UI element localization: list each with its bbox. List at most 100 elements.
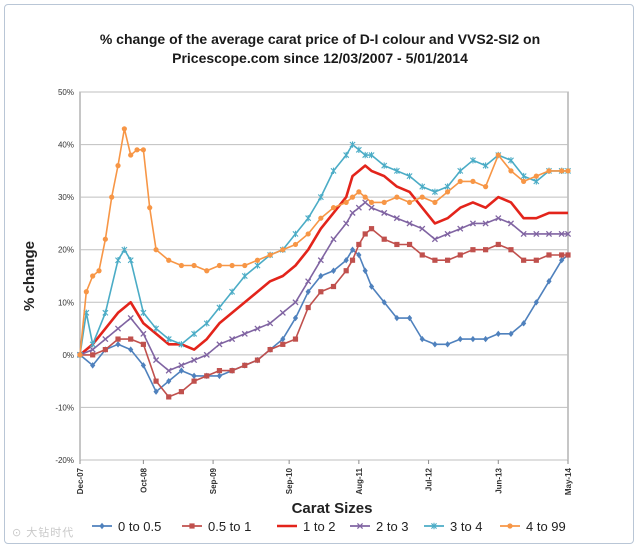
data-point bbox=[153, 388, 159, 395]
data-point bbox=[546, 168, 552, 174]
data-point bbox=[362, 194, 368, 200]
data-point bbox=[140, 309, 147, 316]
data-point bbox=[89, 341, 96, 348]
data-point bbox=[330, 205, 337, 211]
legend: 0 to 0.5 0.5 to 1 1 to 2 2 to 3 3 to 4 4 to 9… bbox=[92, 519, 566, 534]
data-point bbox=[241, 330, 248, 337]
data-point bbox=[178, 362, 185, 369]
data-point bbox=[140, 341, 146, 347]
data-point bbox=[368, 226, 375, 232]
data-point bbox=[495, 215, 502, 222]
data-point bbox=[444, 257, 451, 263]
data-point bbox=[355, 146, 362, 154]
data-point bbox=[381, 299, 387, 306]
data-point bbox=[90, 362, 96, 369]
data-point bbox=[242, 362, 248, 368]
data-point bbox=[267, 347, 273, 353]
data-point bbox=[444, 230, 451, 238]
chart-subtitle: Pricescope.com since 12/03/2007 - 5/01/2… bbox=[172, 50, 468, 66]
data-point bbox=[292, 314, 299, 322]
data-point bbox=[254, 262, 261, 269]
data-point bbox=[521, 178, 527, 184]
data-point bbox=[343, 151, 350, 159]
data-point bbox=[178, 341, 185, 348]
data-point bbox=[318, 215, 324, 221]
data-point bbox=[191, 357, 198, 364]
data-point bbox=[508, 247, 514, 253]
data-point bbox=[267, 252, 273, 258]
data-point bbox=[115, 163, 121, 169]
data-point bbox=[140, 147, 146, 153]
data-point bbox=[349, 257, 356, 263]
watermark-text: ⊙ 大钻时代 bbox=[12, 527, 75, 539]
data-point bbox=[349, 209, 356, 216]
data-point bbox=[349, 246, 356, 253]
data-point bbox=[178, 367, 185, 374]
data-point bbox=[305, 278, 312, 285]
data-point bbox=[381, 162, 388, 169]
data-point bbox=[267, 320, 274, 327]
data-point bbox=[102, 347, 108, 353]
x-tick-label: Jul-12 bbox=[425, 467, 434, 491]
data-point bbox=[356, 189, 362, 195]
data-point bbox=[152, 357, 160, 364]
data-point bbox=[305, 214, 312, 222]
data-point bbox=[330, 283, 337, 290]
data-point bbox=[330, 267, 337, 274]
data-point bbox=[317, 193, 324, 201]
data-point bbox=[393, 167, 400, 175]
data-point bbox=[153, 378, 159, 384]
data-point bbox=[115, 336, 121, 342]
data-point bbox=[431, 236, 438, 243]
data-point bbox=[558, 230, 565, 238]
legend-item: 0 to 0.5 bbox=[92, 519, 161, 534]
legend-swatch-marker bbox=[431, 522, 437, 530]
data-point bbox=[356, 241, 362, 248]
data-point bbox=[242, 262, 248, 269]
data-point bbox=[406, 220, 413, 227]
chart-frame bbox=[4, 4, 634, 544]
data-point bbox=[508, 168, 514, 174]
data-point bbox=[127, 257, 134, 264]
data-point bbox=[115, 341, 121, 348]
data-point bbox=[406, 199, 413, 205]
x-tick-label: Jun-13 bbox=[494, 467, 503, 493]
data-point bbox=[483, 247, 489, 253]
data-point bbox=[280, 335, 286, 343]
data-point bbox=[165, 367, 172, 374]
data-point bbox=[343, 257, 349, 264]
x-tick-label: Sep-09 bbox=[209, 467, 218, 494]
legend-item: 0.5 to 1 bbox=[182, 519, 251, 534]
data-point bbox=[457, 335, 463, 343]
data-point bbox=[102, 236, 108, 242]
data-point bbox=[229, 368, 235, 374]
legend-swatch-marker bbox=[356, 522, 364, 530]
data-point bbox=[305, 288, 311, 295]
data-point bbox=[457, 225, 464, 232]
data-point bbox=[381, 199, 387, 205]
data-point bbox=[444, 189, 451, 195]
x-tick-label: May-14 bbox=[564, 467, 573, 495]
data-point bbox=[520, 172, 527, 180]
series-lines bbox=[76, 126, 572, 400]
data-point bbox=[565, 252, 571, 258]
data-point bbox=[349, 194, 356, 200]
data-point bbox=[343, 199, 349, 205]
data-point bbox=[432, 257, 438, 263]
data-point bbox=[483, 335, 489, 343]
data-point bbox=[393, 215, 400, 222]
data-point bbox=[565, 168, 571, 174]
data-point bbox=[229, 336, 236, 343]
data-point bbox=[114, 325, 122, 332]
data-point bbox=[362, 231, 368, 237]
data-point bbox=[165, 335, 172, 343]
legend-label: 3 to 4 bbox=[450, 519, 483, 534]
data-point bbox=[96, 268, 102, 274]
data-point bbox=[216, 341, 223, 348]
data-point bbox=[90, 273, 96, 279]
data-point bbox=[533, 257, 539, 263]
data-point bbox=[520, 230, 527, 238]
data-point bbox=[280, 341, 286, 347]
data-point bbox=[432, 341, 438, 348]
data-point bbox=[330, 167, 337, 175]
